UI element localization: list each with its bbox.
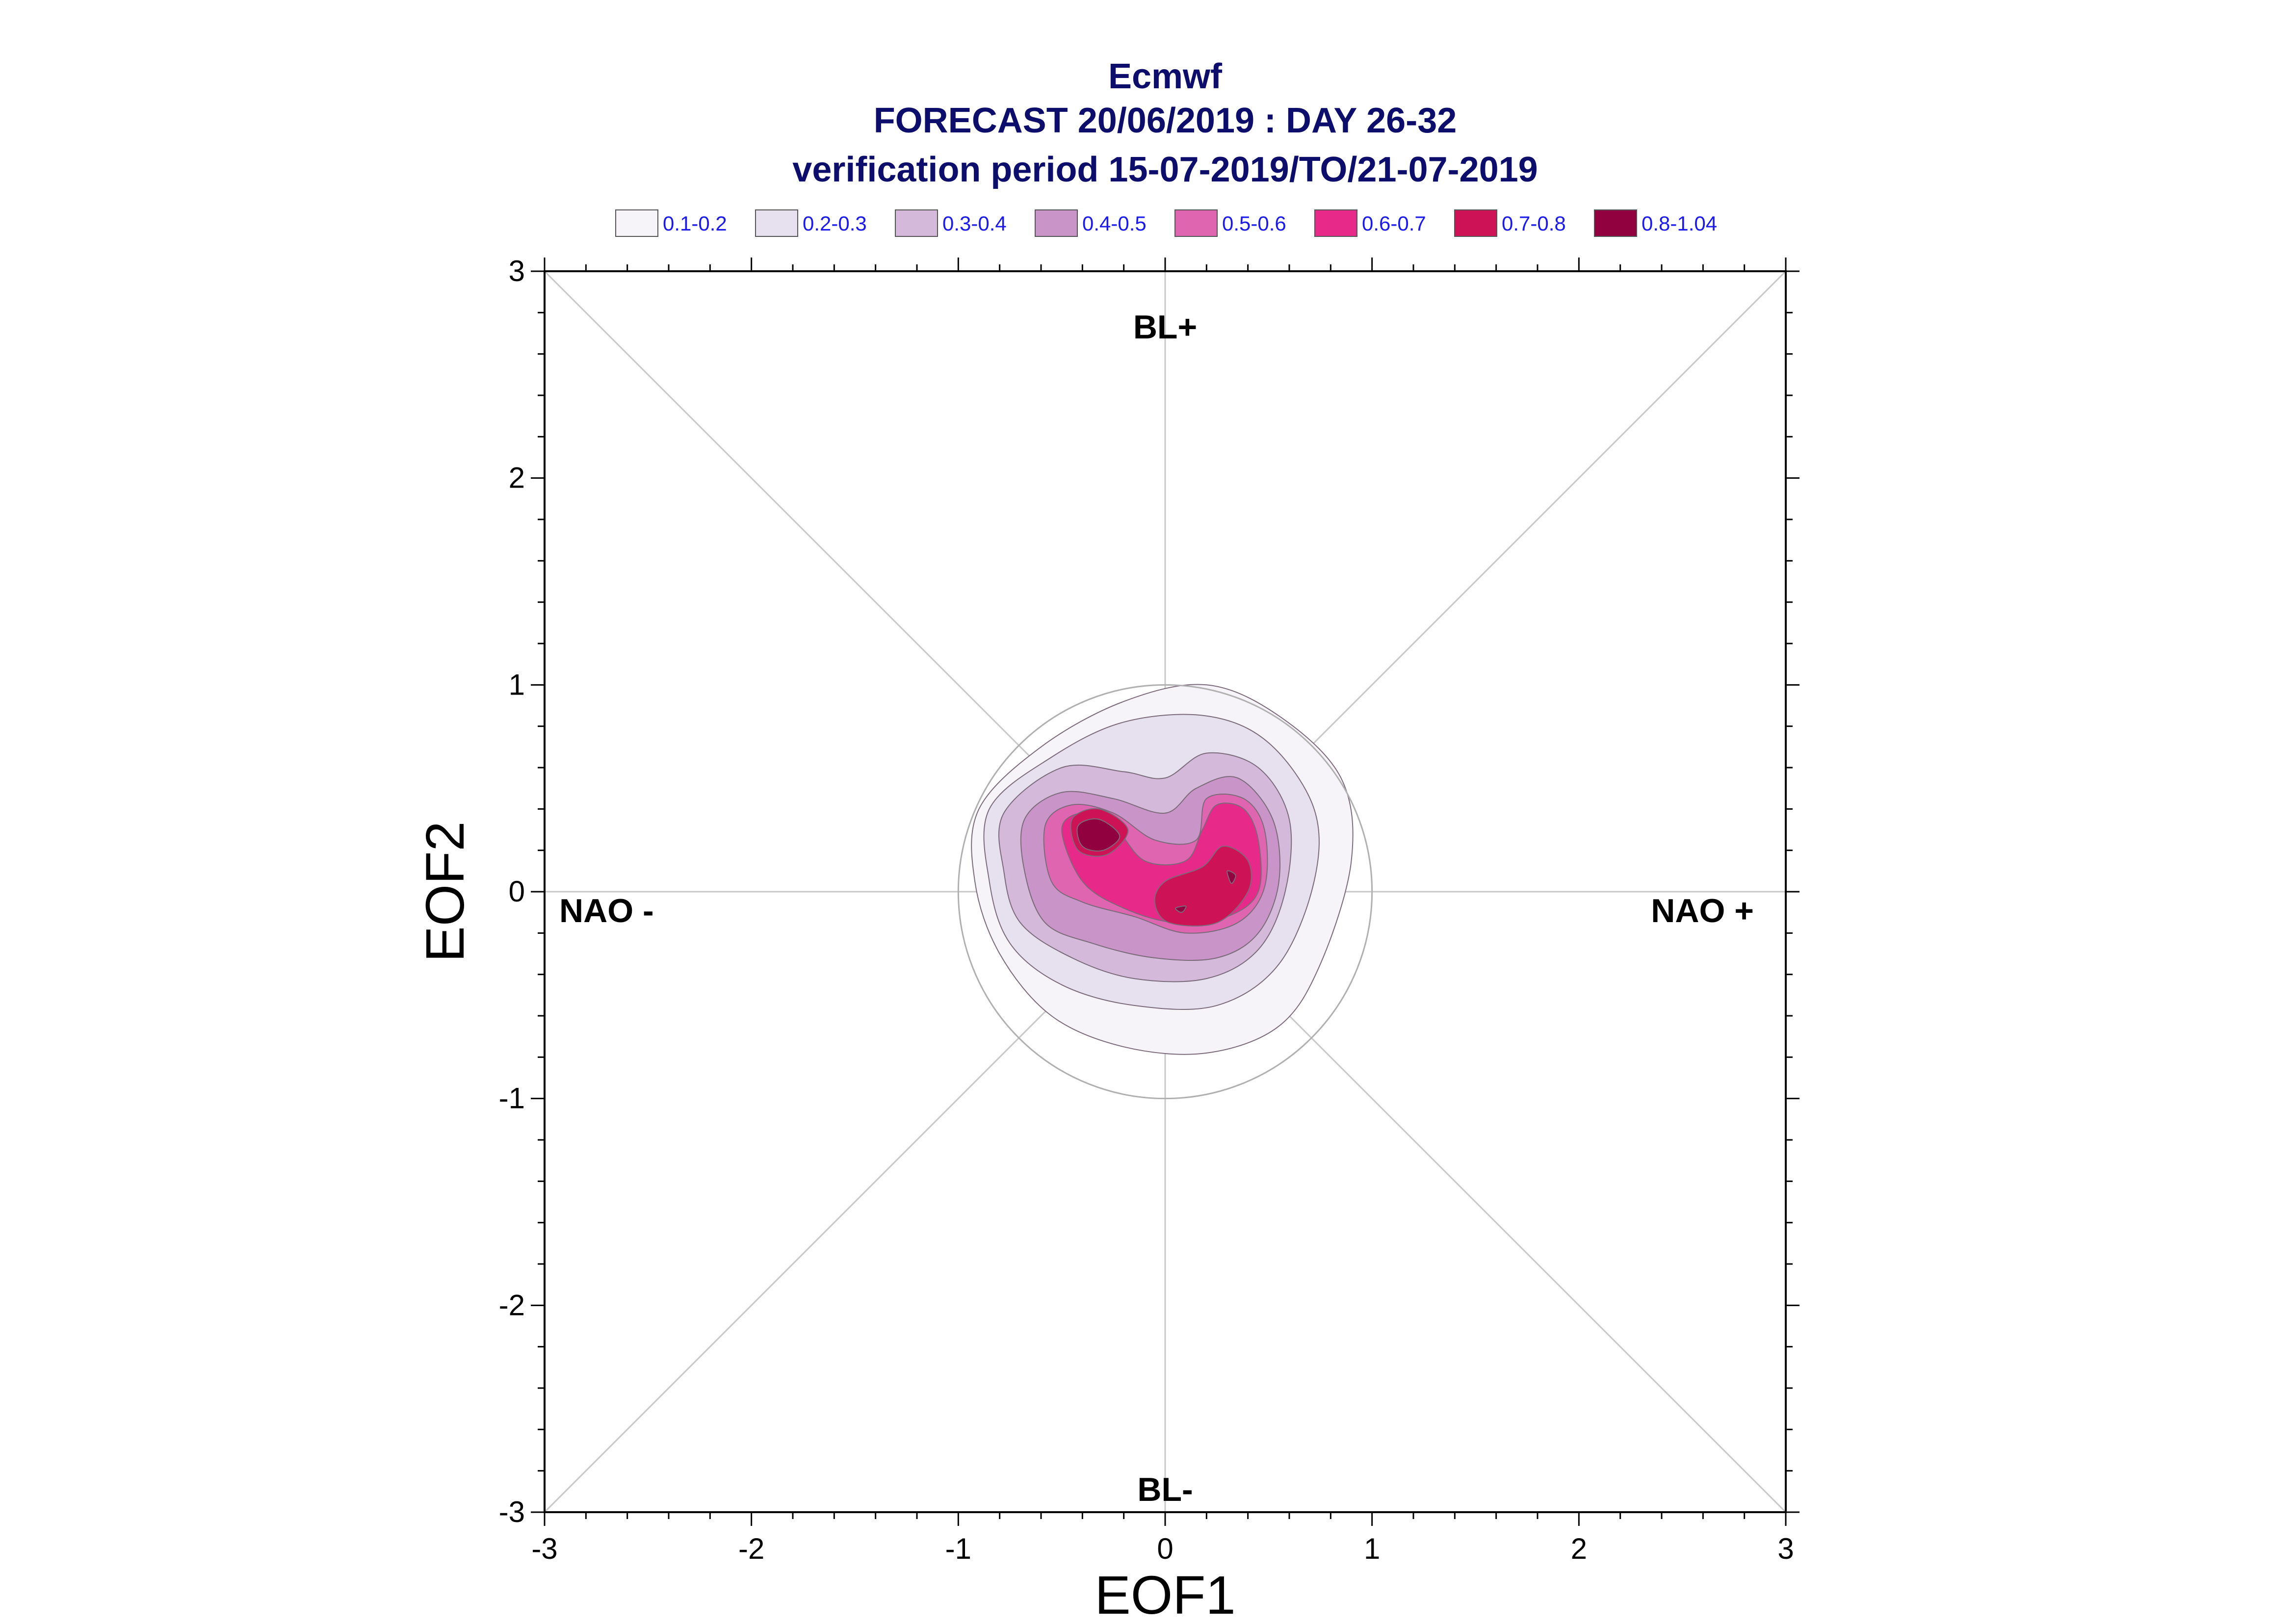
y-axis-title: EOF2	[415, 821, 475, 962]
y-tick-label: -3	[499, 1495, 525, 1528]
x-tick-label: -2	[738, 1532, 764, 1565]
regime-label-bl-minus: BL-	[1137, 1471, 1193, 1508]
y-tick-label: 1	[509, 668, 525, 701]
x-tick-label: -3	[531, 1532, 557, 1565]
regime-label-bl-plus: BL+	[1133, 309, 1197, 346]
reference-circle	[957, 684, 1373, 1100]
x-axis-title: EOF1	[1095, 1565, 1235, 1624]
legend-swatch	[895, 209, 938, 237]
legend-swatch	[1594, 209, 1637, 237]
legend-label: 0.8-1.04	[1642, 212, 1717, 235]
density-contour	[1175, 905, 1187, 913]
x-tick-label: 3	[1777, 1532, 1794, 1565]
legend-label: 0.6-0.7	[1362, 212, 1426, 235]
density-contour	[1076, 818, 1121, 852]
legend: 0.1-0.2 0.2-0.3 0.3-0.4 0.4-0.5 0.5-0.6 0.6-0…	[615, 209, 1717, 237]
legend-label: 0.4-0.5	[1082, 212, 1147, 235]
legend-swatch	[615, 209, 658, 237]
plot-area	[531, 258, 1799, 1526]
x-tick-label: 1	[1364, 1532, 1380, 1565]
chart-subtitle-verification: verification period 15-07-2019/TO/21-07-…	[792, 150, 1538, 189]
x-tick-label: 2	[1571, 1532, 1587, 1565]
tick-labels: -3 -2 -1 0 1 2 3 3 2 1 0 -1 -2 -3	[499, 255, 1794, 1565]
regime-label-nao-plus: NAO +	[1651, 892, 1754, 929]
x-tick-label: 0	[1157, 1532, 1173, 1565]
legend-swatch	[755, 209, 798, 237]
x-tick-label: -1	[945, 1532, 971, 1565]
legend-label: 0.7-0.8	[1502, 212, 1566, 235]
legend-label: 0.1-0.2	[663, 212, 727, 235]
y-tick-label: -2	[499, 1289, 525, 1321]
y-tick-label: -1	[499, 1082, 525, 1115]
legend-swatch	[1035, 209, 1078, 237]
chart-subtitle-forecast: FORECAST 20/06/2019 : DAY 26-32	[874, 101, 1457, 140]
regime-label-nao-minus: NAO -	[559, 892, 654, 929]
density-contour	[1154, 846, 1252, 927]
legend-label: 0.2-0.3	[803, 212, 867, 235]
density-contours	[971, 684, 1354, 1055]
legend-label: 0.3-0.4	[942, 212, 1007, 235]
chart-title: Ecmwf	[1108, 57, 1223, 96]
legend-swatch	[1174, 209, 1218, 237]
y-tick-label: 2	[509, 462, 525, 494]
axis-ticks	[531, 258, 1799, 1526]
legend-swatch	[1314, 209, 1357, 237]
legend-swatch	[1454, 209, 1497, 237]
legend-label: 0.5-0.6	[1222, 212, 1286, 235]
density-contour	[1226, 870, 1236, 884]
y-tick-label: 3	[509, 255, 525, 287]
y-tick-label: 0	[509, 875, 525, 908]
